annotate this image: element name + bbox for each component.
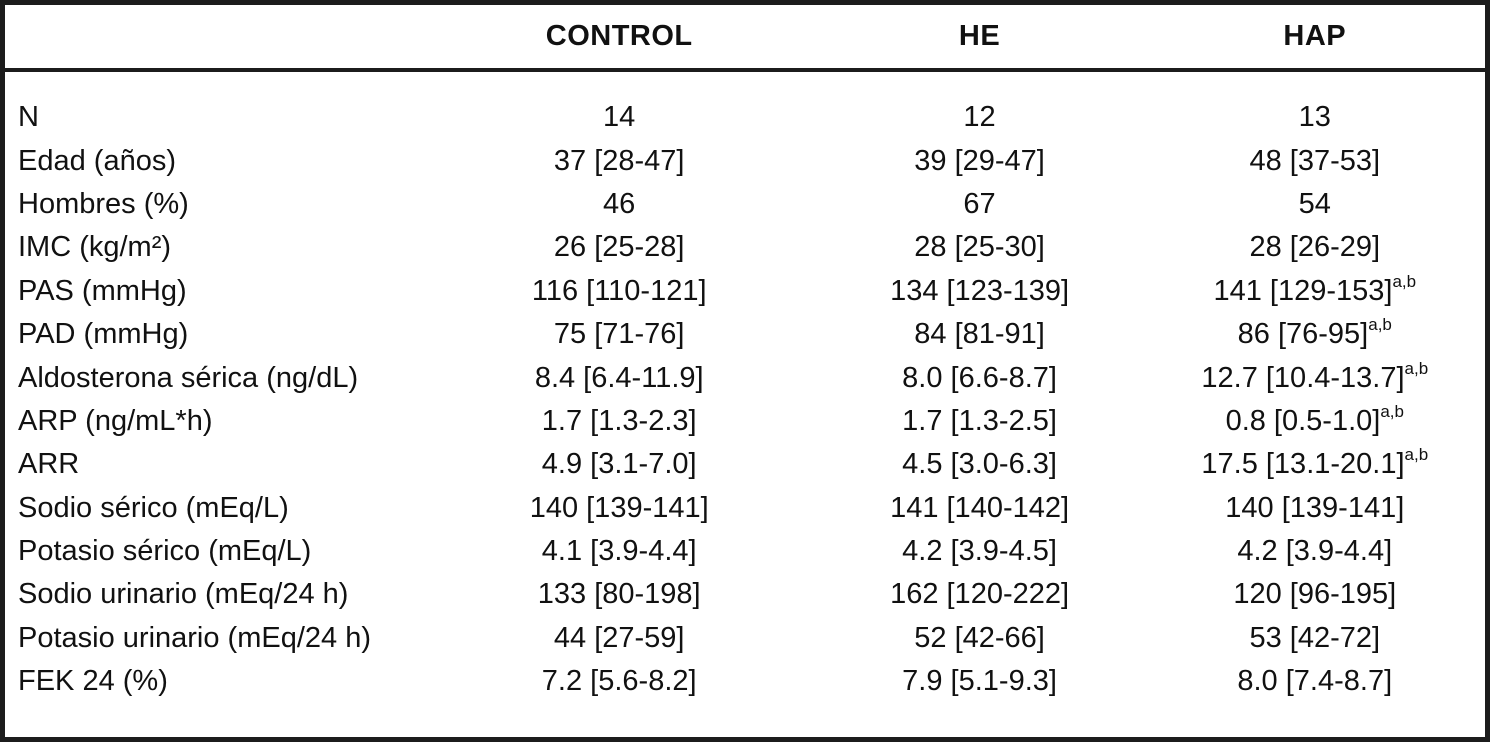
table-row: Sodio sérico (mEq/L) 140 [139-141] 141 […	[5, 487, 1485, 530]
hap-value: 86 [76-95]a,b	[1237, 315, 1392, 351]
table-row: Aldosterona sérica (ng/dL) 8.4 [6.4-11.9…	[5, 356, 1485, 399]
he-value: 39 [29-47]	[914, 144, 1045, 177]
control-value: 46	[603, 187, 636, 220]
hap-value: 4.2 [3.9-4.4]	[1237, 535, 1393, 568]
table-row: ARR 4.9 [3.1-7.0] 4.5 [3.0-6.3] 17.5 [13…	[5, 443, 1485, 486]
control-value: 1.7 [1.3-2.3]	[541, 404, 697, 437]
row-label: ARP (ng/mL*h)	[18, 404, 213, 437]
row-label: Potasio sérico (mEq/L)	[18, 535, 312, 568]
he-value: 28 [25-30]	[914, 231, 1045, 264]
row-label: PAS (mmHg)	[18, 274, 187, 307]
he-value: 141 [140-142]	[890, 491, 1070, 524]
hap-value: 28 [26-29]	[1249, 231, 1381, 264]
row-label: Sodio urinario (mEq/24 h)	[18, 578, 349, 611]
table-row: PAD (mmHg) 75 [71-76] 84 [81-91] 86 [76-…	[5, 313, 1485, 356]
control-value: 140 [139-141]	[529, 491, 709, 524]
table-body: N 14 12 13 Edad (años) 37 [28-47] 39 [29…	[5, 72, 1485, 703]
control-value: 8.4 [6.4-11.9]	[534, 361, 704, 394]
he-value: 52 [42-66]	[914, 621, 1045, 654]
he-value: 8.0 [6.6-8.7]	[902, 361, 1057, 394]
hap-value: 12.7 [10.4-13.7]a,b	[1201, 358, 1429, 394]
row-label: Sodio sérico (mEq/L)	[18, 491, 289, 524]
control-value: 75 [71-76]	[553, 318, 685, 351]
control-value: 37 [28-47]	[553, 144, 685, 177]
he-value: 67	[963, 187, 996, 220]
row-label: PAD (mmHg)	[18, 318, 189, 351]
table-row: Hombres (%) 46 67 54	[5, 183, 1485, 226]
significance-superscript: a,b	[1380, 401, 1404, 421]
he-value: 134 [123-139]	[890, 274, 1070, 307]
hap-value: 120 [96-195]	[1233, 578, 1397, 611]
hap-value: 140 [139-141]	[1225, 491, 1405, 524]
control-value: 133 [80-198]	[537, 578, 701, 611]
he-value: 4.5 [3.0-6.3]	[902, 448, 1057, 481]
hap-value: 53 [42-72]	[1249, 621, 1381, 654]
row-label: N	[18, 101, 39, 134]
table-row: ARP (ng/mL*h) 1.7 [1.3-2.3] 1.7 [1.3-2.5…	[5, 400, 1485, 443]
row-label: FEK 24 (%)	[18, 665, 168, 698]
table-row: FEK 24 (%) 7.2 [5.6-8.2] 7.9 [5.1-9.3] 8…	[5, 660, 1485, 703]
he-value: 162 [120-222]	[890, 578, 1070, 611]
row-label: IMC (kg/m²)	[18, 231, 172, 264]
row-label: Edad (años)	[18, 144, 176, 177]
hap-value: 54	[1298, 187, 1331, 220]
control-value: 4.1 [3.9-4.4]	[541, 535, 697, 568]
table-row: Sodio urinario (mEq/24 h) 133 [80-198] 1…	[5, 573, 1485, 616]
row-label: Aldosterona sérica (ng/dL)	[18, 361, 359, 394]
hap-value: 48 [37-53]	[1249, 144, 1381, 177]
he-value: 7.9 [5.1-9.3]	[902, 665, 1057, 698]
he-value: 12	[963, 101, 996, 134]
significance-superscript: a,b	[1404, 358, 1429, 378]
control-value: 44 [27-59]	[553, 621, 685, 654]
row-label: Hombres (%)	[18, 187, 189, 220]
he-value: 84 [81-91]	[914, 318, 1045, 351]
column-header-he: HE	[958, 20, 1001, 52]
hap-value: 0.8 [0.5-1.0]a,b	[1225, 401, 1404, 437]
he-value: 1.7 [1.3-2.5]	[902, 404, 1057, 437]
he-value: 4.2 [3.9-4.5]	[902, 535, 1057, 568]
column-header-hap: HAP	[1283, 20, 1347, 52]
hap-value: 141 [129-153]a,b	[1213, 271, 1417, 307]
row-label: Potasio urinario (mEq/24 h)	[18, 621, 371, 654]
control-value: 7.2 [5.6-8.2]	[541, 665, 697, 698]
hap-value: 8.0 [7.4-8.7]	[1237, 665, 1393, 698]
control-value: 14	[603, 101, 636, 134]
significance-superscript: a,b	[1392, 271, 1417, 291]
table-row: Edad (años) 37 [28-47] 39 [29-47] 48 [37…	[5, 139, 1485, 182]
table-row: PAS (mmHg) 116 [110-121] 134 [123-139] 1…	[5, 270, 1485, 313]
table-row: Potasio sérico (mEq/L) 4.1 [3.9-4.4] 4.2…	[5, 530, 1485, 573]
control-value: 4.9 [3.1-7.0]	[541, 448, 697, 481]
table-row: N 14 12 13	[5, 96, 1485, 139]
control-value: 26 [25-28]	[553, 231, 685, 264]
control-value: 116 [110-121]	[531, 274, 707, 307]
row-label: ARR	[18, 448, 80, 481]
column-header-control: CONTROL	[545, 20, 693, 52]
hap-value: 13	[1298, 101, 1331, 134]
table-row: Potasio urinario (mEq/24 h) 44 [27-59] 5…	[5, 617, 1485, 660]
table-header-row: CONTROL HE HAP	[5, 5, 1485, 72]
significance-superscript: a,b	[1404, 445, 1429, 465]
significance-superscript: a,b	[1368, 315, 1392, 335]
hap-value: 17.5 [13.1-20.1]a,b	[1201, 445, 1429, 481]
table-row: IMC (kg/m²) 26 [25-28] 28 [25-30] 28 [26…	[5, 226, 1485, 269]
